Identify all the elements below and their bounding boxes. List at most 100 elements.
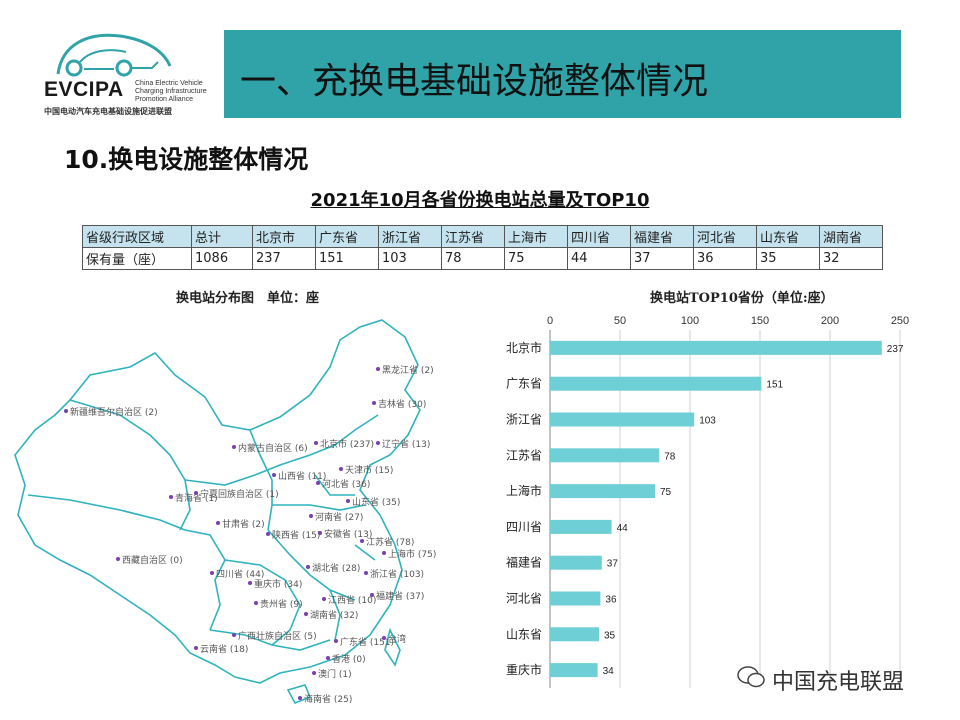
map-marker xyxy=(370,593,374,597)
x-tick-label: 250 xyxy=(891,315,909,327)
table-cell: 32 xyxy=(819,247,883,270)
table-cell: 河北省 xyxy=(693,225,757,248)
table-cell: 75 xyxy=(504,247,568,270)
map-marker xyxy=(304,612,308,616)
map-province-label: 青海省 (1) xyxy=(175,492,218,504)
data-label: 34 xyxy=(603,666,615,677)
map-marker xyxy=(376,367,380,371)
map-province-label: 河南省 (27) xyxy=(315,511,363,523)
category-label: 四川省 xyxy=(506,520,542,534)
map-marker xyxy=(232,445,236,449)
map-province-label: 重庆市 (34) xyxy=(254,578,302,590)
bar xyxy=(550,591,601,606)
category-label: 山东省 xyxy=(506,627,542,641)
map-labels: 黑龙江省 (2) 吉林省 (30) 辽宁省 (13) 新疆维吾尔自治区 (2) 内蒙古自… xyxy=(64,364,436,705)
data-label: 75 xyxy=(660,487,672,498)
table-row: 保有量（座） 1086 237 151 103 78 75 44 37 36 3… xyxy=(82,247,883,270)
table-cell: 151 xyxy=(315,247,379,270)
table-cell: 省级行政区域 xyxy=(82,225,192,248)
map-marker xyxy=(326,656,330,660)
chart-x-ticks: 0 50 100 150 200 250 xyxy=(547,315,909,327)
map-marker xyxy=(306,565,310,569)
map-marker xyxy=(364,571,368,575)
map-outline xyxy=(14,319,421,705)
data-label: 37 xyxy=(607,559,619,570)
table-cell: 四川省 xyxy=(567,225,631,248)
map-marker xyxy=(194,491,198,495)
map-province-label: 山东省 (35) xyxy=(352,496,400,508)
data-label: 44 xyxy=(617,523,629,534)
watermark: 中国充电联盟 xyxy=(772,670,905,695)
bar xyxy=(550,376,762,391)
map-province-label: 香港 (0) xyxy=(332,653,366,665)
data-label: 36 xyxy=(605,595,617,606)
category-label: 重庆市 xyxy=(506,662,542,677)
logo-brand: EVCIPA xyxy=(44,78,124,101)
map-marker xyxy=(232,633,236,637)
bar xyxy=(550,484,655,499)
table-cell: 江苏省 xyxy=(441,225,505,248)
table-cell: 237 xyxy=(252,247,316,270)
category-label: 广东省 xyxy=(506,377,542,391)
logo-subtitle: China Electric Vehicle Charging Infrastru… xyxy=(135,80,207,103)
chart-value-labels: 237 151 103 78 75 44 37 36 35 34 xyxy=(603,344,904,677)
map-marker xyxy=(360,539,364,543)
map-marker xyxy=(372,401,376,405)
x-tick-label: 100 xyxy=(681,315,699,327)
table-cell: 1086 xyxy=(191,247,253,270)
map-province-label: 江苏省 (78) xyxy=(366,536,414,548)
table-cell: 广东省 xyxy=(315,225,379,248)
table-cell: 35 xyxy=(756,247,820,270)
table-title: 2021年10月各省份换电站总量及TOP10 xyxy=(310,190,650,211)
chart-bars xyxy=(550,340,882,678)
map-province-label: 内蒙古自治区 (6) xyxy=(238,442,308,454)
table-header-row: 省级行政区域 总计 北京市 广东省 浙江省 江苏省 上海市 四川省 福建省 河北… xyxy=(82,225,883,248)
map-province-label: 江西省 (10) xyxy=(328,594,376,606)
map-marker xyxy=(382,551,386,555)
map-marker xyxy=(339,467,343,471)
map-province-label: 澳门 (1) xyxy=(318,668,352,680)
map-marker xyxy=(298,696,302,700)
category-label: 浙江省 xyxy=(506,413,542,427)
map-province-label: 陕西省 (15) xyxy=(272,529,320,541)
data-label: 35 xyxy=(604,630,616,641)
map-marker xyxy=(376,441,380,445)
map-marker xyxy=(216,521,220,525)
top10-bar-chart: 0 50 100 150 200 250 北京市广东省浙江省江苏省上海市四川省福建省河北省… xyxy=(506,315,909,688)
table-cell: 保有量（座） xyxy=(82,247,192,270)
map-province-label: 吉林省 (30) xyxy=(378,398,426,410)
x-tick-label: 200 xyxy=(821,315,839,327)
map-province-label: 天津市 (15) xyxy=(345,464,393,476)
bar xyxy=(550,519,612,534)
map-province-label: 浙江省 (103) xyxy=(370,568,424,580)
map-marker xyxy=(210,571,214,575)
map-province-label: 四川省 (44) xyxy=(216,568,264,580)
map-marker xyxy=(194,646,198,650)
data-label: 151 xyxy=(766,380,783,391)
category-label: 北京市 xyxy=(506,340,542,355)
table-cell: 78 xyxy=(441,247,505,270)
logo-cn-name: 中国电动汽车充电基础设施促进联盟 xyxy=(44,107,172,116)
map-marker xyxy=(318,531,322,535)
map-province-label: 云南省 (18) xyxy=(200,643,248,655)
category-label: 福建省 xyxy=(506,555,542,570)
table-cell: 总计 xyxy=(191,225,253,248)
map-province-label: 山西省 (11) xyxy=(278,470,326,482)
map-province-label: 广西壮族自治区 (5) xyxy=(238,630,317,642)
x-tick-label: 50 xyxy=(614,315,626,327)
map-province-label: 黑龙江省 (2) xyxy=(382,364,434,376)
bar xyxy=(550,448,660,463)
wechat-icon xyxy=(737,666,765,688)
map-province-label: 海南省 (25) xyxy=(304,693,352,705)
evcipa-logo xyxy=(56,33,172,77)
map-marker xyxy=(116,557,120,561)
table-cell: 36 xyxy=(693,247,757,270)
bar xyxy=(550,627,599,642)
table-cell: 山东省 xyxy=(756,225,820,248)
x-tick-label: 0 xyxy=(547,315,553,327)
table-cell: 湖南省 xyxy=(819,225,883,248)
table-cell: 上海市 xyxy=(504,225,568,248)
map-province-label: 甘肃省 (2) xyxy=(222,518,265,530)
title-banner xyxy=(224,30,901,118)
